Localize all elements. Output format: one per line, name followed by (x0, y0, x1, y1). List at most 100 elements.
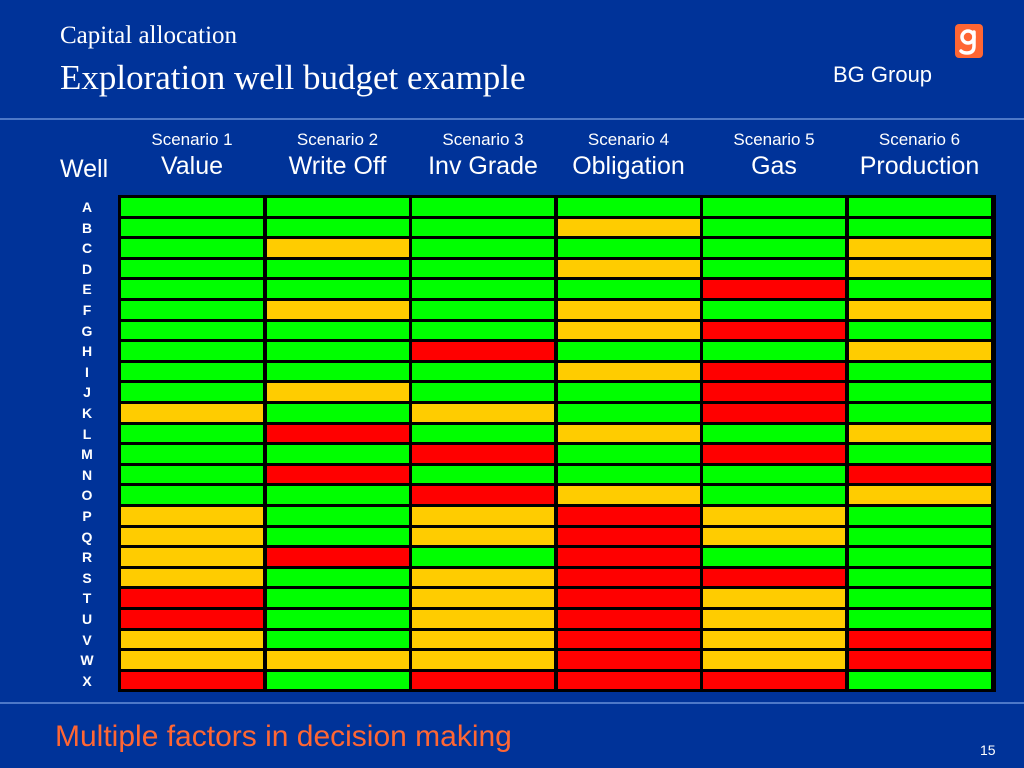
scenario-header-4: Scenario 4 Obligation (554, 130, 704, 182)
scenario-header-1: Scenario 1 Value (117, 130, 267, 182)
well-label-B: B (81, 219, 93, 236)
cell-G-6 (848, 321, 991, 340)
cell-S-6 (848, 568, 991, 587)
scenario-number: Scenario 5 (733, 130, 815, 149)
cell-V-4 (557, 630, 700, 649)
cell-L-1 (121, 424, 263, 443)
cell-D-2 (266, 259, 409, 278)
cell-V-5 (703, 630, 845, 649)
cell-C-6 (848, 239, 991, 257)
cell-O-4 (557, 486, 700, 504)
scenario-number: Scenario 2 (296, 130, 379, 149)
top-divider (0, 118, 1024, 120)
cell-V-6 (848, 630, 991, 649)
cell-Q-6 (848, 527, 991, 546)
cell-M-3 (412, 445, 554, 463)
cell-K-3 (412, 404, 554, 422)
cell-F-5 (703, 301, 845, 319)
scenario-name: Obligation (572, 152, 685, 180)
well-label-E: E (82, 281, 92, 298)
cell-S-3 (412, 568, 554, 587)
scenario-header-3: Scenario 3 Inv Grade (408, 130, 558, 182)
cell-O-2 (266, 486, 409, 504)
scenario-header-5: Scenario 5 Gas (699, 130, 849, 182)
cell-G-4 (557, 321, 700, 340)
well-label-Q: Q (81, 528, 93, 545)
cell-R-6 (848, 548, 991, 566)
cell-D-6 (848, 259, 991, 278)
cell-T-2 (266, 589, 409, 607)
well-label-U: U (81, 611, 93, 627)
cell-P-1 (121, 507, 263, 525)
cell-W-5 (703, 651, 845, 669)
cell-S-4 (557, 568, 700, 587)
cell-H-1 (121, 342, 263, 360)
cell-V-1 (121, 630, 263, 649)
cell-X-5 (703, 671, 845, 690)
cell-G-5 (703, 321, 845, 340)
cell-O-1 (121, 486, 263, 504)
cell-I-1 (121, 362, 263, 381)
well-label-C: C (81, 240, 93, 257)
cell-C-3 (412, 239, 554, 257)
cell-A-6 (848, 198, 991, 216)
cell-N-2 (266, 465, 409, 484)
bottom-divider (0, 702, 1024, 704)
well-label-V: V (82, 631, 92, 648)
cell-H-3 (412, 342, 554, 360)
cell-M-4 (557, 445, 700, 463)
cell-J-4 (557, 383, 700, 401)
well-label-P: P (82, 508, 92, 524)
cell-K-2 (266, 404, 409, 422)
cell-C-5 (703, 239, 845, 257)
scenario-name: Gas (751, 152, 797, 180)
cell-M-1 (121, 445, 263, 463)
well-label-R: R (81, 549, 93, 566)
cell-E-2 (266, 280, 409, 298)
cell-W-4 (557, 651, 700, 669)
scenario-name: Write Off (288, 152, 387, 180)
cell-X-4 (557, 671, 700, 690)
cell-R-3 (412, 548, 554, 566)
cell-U-1 (121, 610, 263, 628)
cell-Q-3 (412, 527, 554, 546)
cell-H-6 (848, 342, 991, 360)
cell-G-1 (121, 321, 263, 340)
cell-G-2 (266, 321, 409, 340)
cell-T-3 (412, 589, 554, 607)
scenario-name: Production (859, 152, 980, 180)
well-label-F: F (82, 302, 92, 318)
cell-T-5 (703, 589, 845, 607)
cell-F-6 (848, 301, 991, 319)
cell-S-5 (703, 568, 845, 587)
cell-R-1 (121, 548, 263, 566)
well-label-G: G (81, 322, 93, 339)
cell-O-5 (703, 486, 845, 504)
cell-B-2 (266, 218, 409, 237)
cell-L-5 (703, 424, 845, 443)
cell-X-3 (412, 671, 554, 690)
cell-P-4 (557, 507, 700, 525)
cell-D-3 (412, 259, 554, 278)
page-number: 15 (980, 742, 996, 758)
cell-C-4 (557, 239, 700, 257)
scenario-name: Value (160, 152, 224, 180)
cell-L-2 (266, 424, 409, 443)
slide-title: Exploration well budget example (60, 58, 526, 97)
cell-E-6 (848, 280, 991, 298)
well-label-I: I (85, 363, 89, 380)
cell-J-1 (121, 383, 263, 401)
cell-J-6 (848, 383, 991, 401)
cell-X-6 (848, 671, 991, 690)
well-label-K: K (81, 405, 93, 421)
cell-M-2 (266, 445, 409, 463)
well-label-J: J (83, 384, 91, 401)
well-label-T: T (82, 590, 92, 607)
cell-T-1 (121, 589, 263, 607)
well-label-N: N (81, 466, 93, 483)
cell-B-1 (121, 218, 263, 237)
footer-text: Multiple factors in decision making (55, 720, 512, 753)
cell-S-2 (266, 568, 409, 587)
scenario-header-2: Scenario 2 Write Off (263, 130, 413, 182)
cell-L-3 (412, 424, 554, 443)
